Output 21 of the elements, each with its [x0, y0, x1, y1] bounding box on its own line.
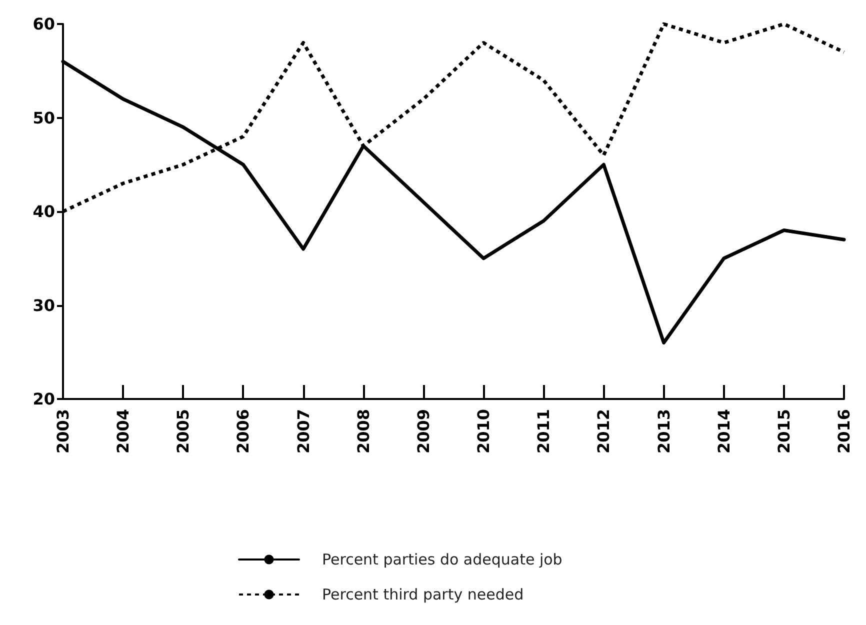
y-tick-label: 20 — [32, 390, 55, 408]
y-tick-label: 40 — [32, 202, 55, 221]
x-tick-label: 2005 — [174, 409, 193, 454]
x-tick-label: 2011 — [534, 409, 554, 454]
x-tick-label: 2006 — [234, 409, 253, 454]
x-tick-label: 2013 — [654, 409, 674, 454]
y-tick-label: 60 — [32, 14, 55, 34]
x-tick-label: 2012 — [594, 409, 614, 454]
y-tick-label: 30 — [32, 296, 55, 315]
y-tick-label: 50 — [32, 108, 55, 128]
x-tick-label: 2014 — [714, 409, 734, 454]
x-tick-label: 2010 — [474, 409, 494, 454]
legend-label: Percent parties do adequate job — [322, 550, 562, 568]
x-tick-label: 2015 — [774, 409, 794, 454]
x-tick-label: 2004 — [114, 409, 133, 454]
x-tick-label: 2007 — [294, 409, 313, 454]
x-tick-label: 2009 — [414, 409, 433, 454]
x-tick-label: 2016 — [834, 409, 854, 454]
x-tick-label: 2008 — [354, 409, 373, 454]
x-tick-label: 2003 — [54, 409, 72, 454]
legend-label: Percent third party needed — [322, 586, 524, 604]
